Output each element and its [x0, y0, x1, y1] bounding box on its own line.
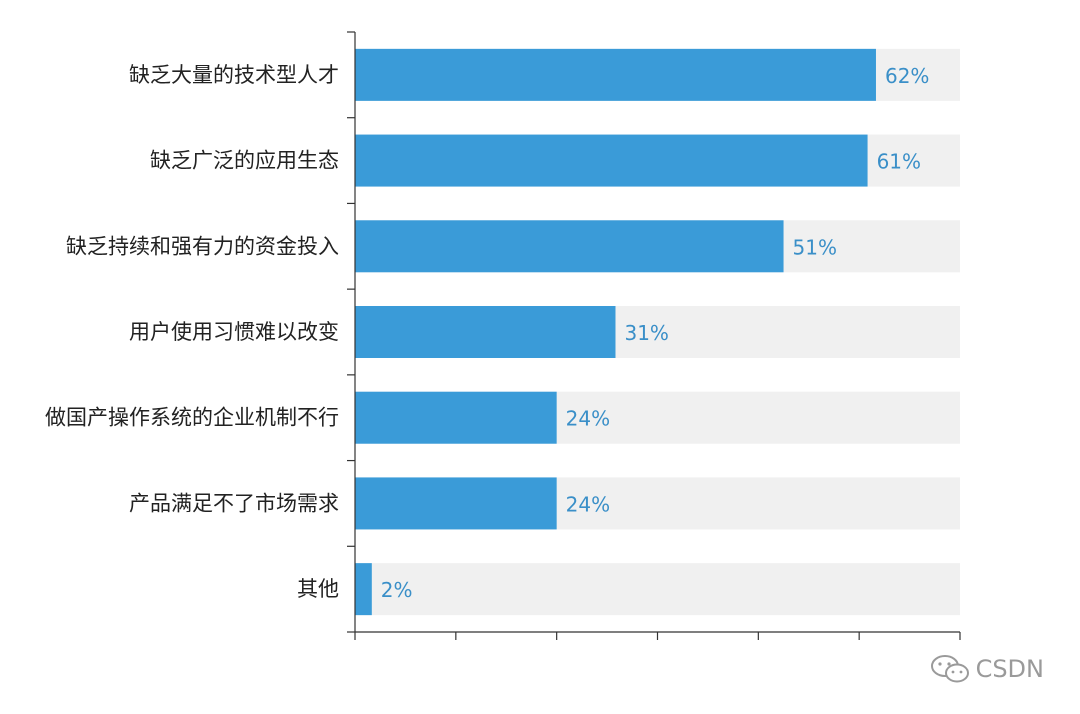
- value-label: 51%: [793, 235, 837, 259]
- category-label: 做国产操作系统的企业机制不行: [45, 406, 339, 430]
- value-labels: 62% 61% 51% 31% 24% 24% 2%: [381, 64, 930, 602]
- bar: [355, 48, 876, 101]
- value-label: 2%: [381, 578, 413, 602]
- value-label: 24%: [566, 407, 610, 431]
- value-label: 61%: [877, 150, 921, 174]
- watermark-text: CSDN: [975, 655, 1044, 683]
- watermark: CSDN: [930, 654, 1044, 684]
- bar-track: [355, 563, 960, 616]
- bar: [355, 220, 784, 273]
- category-label: 用户使用习惯难以改变: [129, 320, 339, 344]
- bar: [355, 391, 557, 444]
- bar: [355, 306, 616, 358]
- bar: [355, 134, 868, 187]
- wechat-icon: [930, 655, 969, 683]
- category-labels: 缺乏大量的技术型人才缺乏广泛的应用生态缺乏持续和强有力的资金投入用户使用习惯难以…: [45, 63, 339, 601]
- bars: [355, 48, 876, 616]
- value-label: 24%: [566, 492, 610, 516]
- bar: [355, 477, 557, 530]
- axes: [347, 31, 961, 640]
- category-label: 缺乏广泛的应用生态: [150, 149, 339, 173]
- value-label: 62%: [885, 64, 929, 88]
- category-label: 产品满足不了市场需求: [129, 491, 339, 515]
- bar: [355, 563, 372, 616]
- category-label: 缺乏大量的技术型人才: [129, 63, 339, 87]
- value-label: 31%: [624, 321, 668, 345]
- category-label: 缺乏持续和强有力的资金投入: [66, 234, 339, 258]
- category-label: 其他: [297, 577, 339, 601]
